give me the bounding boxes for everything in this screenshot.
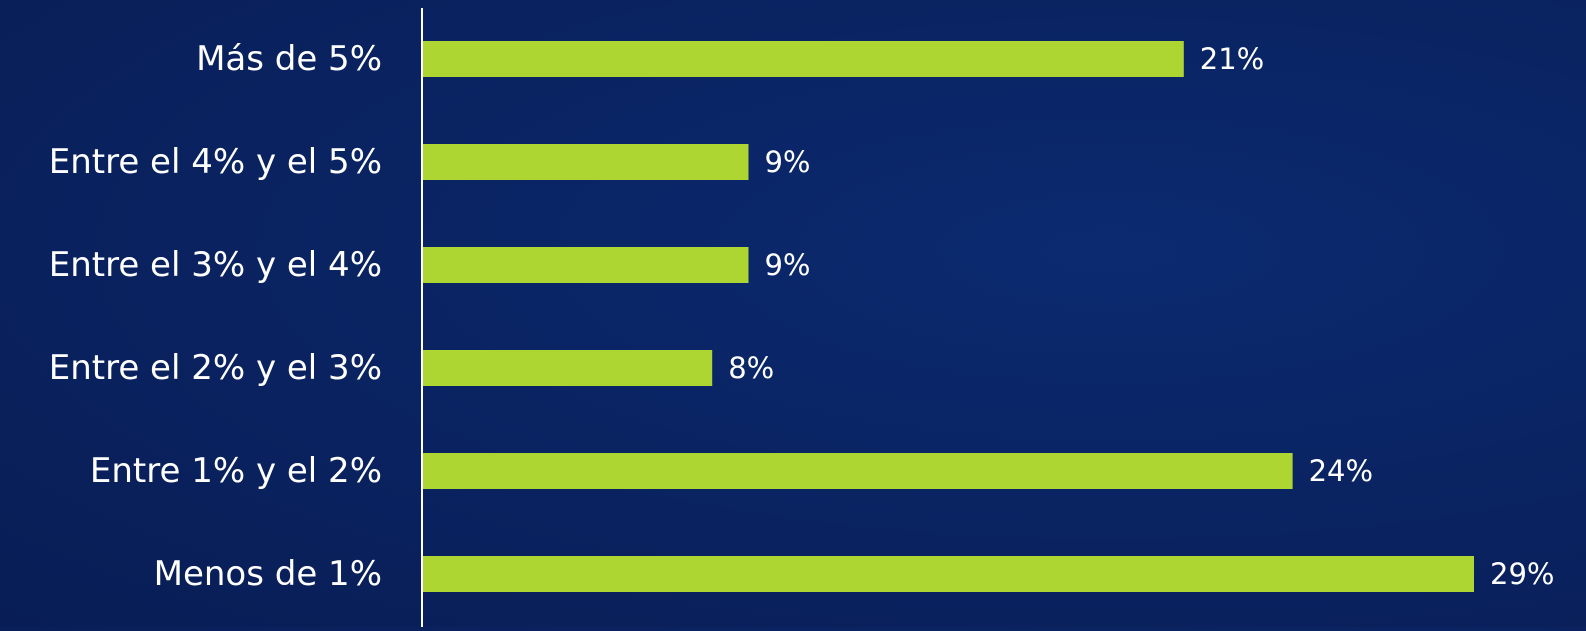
- category-label-1: Entre el 4% y el 5%: [49, 142, 382, 182]
- value-label-4: 24%: [1309, 454, 1373, 488]
- category-label-2: Entre el 3% y el 4%: [49, 245, 382, 285]
- bar-3: [422, 350, 713, 386]
- category-label-4: Entre 1% y el 2%: [90, 451, 382, 491]
- bar-1: [422, 144, 749, 180]
- value-label-2: 9%: [764, 248, 810, 282]
- bar-4: [422, 453, 1293, 489]
- bar-2: [422, 247, 749, 283]
- value-label-5: 29%: [1490, 557, 1554, 591]
- bar-5: [422, 556, 1474, 592]
- value-label-1: 9%: [764, 145, 810, 179]
- category-label-3: Entre el 2% y el 3%: [49, 348, 382, 388]
- value-label-0: 21%: [1200, 42, 1264, 76]
- value-label-3: 8%: [728, 351, 774, 385]
- category-label-0: Más de 5%: [196, 39, 382, 79]
- bar-0: [422, 41, 1184, 77]
- category-label-5: Menos de 1%: [154, 554, 382, 594]
